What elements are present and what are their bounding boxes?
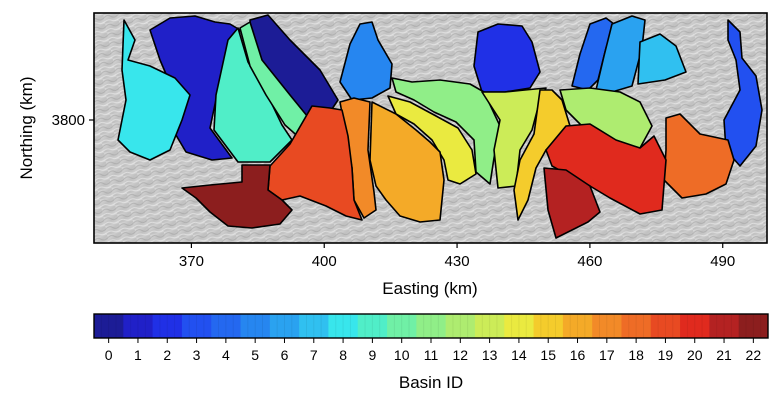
colorbar-label: Basin ID [399,373,463,392]
colorbar-tick-label: 3 [193,347,201,363]
colorbar-segment [299,314,329,338]
colorbar-tick-label: 22 [746,347,762,363]
colorbar-tick-label: 10 [394,347,410,363]
x-tick-label: 400 [312,253,337,270]
colorbar-ticks: 0 1 2 3 4 5 6 7 8 9 10 11 12 13 14 15 16 17 18 19 20 21 22 [105,338,762,363]
colorbar-tick-label: 6 [281,347,289,363]
colorbar-tick-label: 4 [222,347,230,363]
colorbar-segment [709,314,740,338]
colorbar-segment [445,314,476,338]
colorbar-segment [152,314,183,338]
colorbar-segment [562,314,593,338]
colorbar-tick-label: 11 [424,347,439,363]
basin-11[interactable] [391,77,501,185]
basin-5[interactable] [339,21,393,101]
colorbar-segment [328,314,359,338]
y-axis-label: Northing (km) [17,77,36,180]
colorbar-tick-label: 21 [716,347,732,363]
colorbar-tick-label: 17 [599,347,615,363]
x-tick-label: 490 [710,253,735,270]
colorbar-segment [650,314,681,338]
colorbar-segment [123,314,154,338]
map-frame [93,12,768,244]
colorbar-tick-label: 12 [453,347,469,363]
x-tick-label: 370 [179,253,204,270]
colorbar-tick-label: 9 [368,347,376,363]
colorbar-tick-label: 8 [339,347,347,363]
basin-20[interactable] [545,123,667,215]
colorbar-segment [240,314,271,338]
colorbar-segment [738,314,769,338]
basin-8[interactable] [117,19,191,161]
colorbar-tick-label: 13 [482,347,498,363]
basin-14[interactable] [387,95,477,185]
basin-2[interactable] [473,23,541,93]
basin-polygons [117,14,763,239]
y-axis-ticks: 3800 [52,112,94,129]
colorbar-tick-label: 16 [570,347,586,363]
colorbar-segment [416,314,447,338]
colorbar-segment [474,314,505,338]
colorbar-segment [269,314,300,338]
colorbar-tick-label: 0 [105,347,113,363]
colorbar-tick-label: 14 [511,347,527,363]
colorbar [94,314,769,338]
colorbar-tick-label: 2 [163,347,171,363]
colorbar-segment [621,314,652,338]
basin-15[interactable] [513,89,571,221]
colorbar-segment [94,314,124,338]
colorbar-segment [357,314,388,338]
basin-6[interactable] [595,15,646,93]
x-tick-label: 460 [577,253,602,270]
colorbar-segment [592,314,622,338]
colorbar-segment [387,314,417,338]
colorbar-tick-label: 7 [310,347,318,363]
colorbar-segment [533,314,564,338]
basin-13[interactable] [481,87,547,189]
basin-16[interactable] [369,101,445,223]
x-axis-ticks: 370 400 430 460 490 [179,243,735,270]
colorbar-tick-label: 19 [658,347,674,363]
colorbar-segment [211,314,242,338]
basin-21[interactable] [543,167,601,239]
colorbar-tick-label: 1 [134,347,142,363]
basin-3[interactable] [723,19,763,167]
basin-22[interactable] [181,164,293,229]
colorbar-tick-label: 15 [540,347,556,363]
colorbar-segment [181,314,212,338]
y-tick-label: 3800 [52,112,85,129]
x-axis-label: Easting (km) [382,279,477,298]
colorbar-segment [680,314,710,338]
x-tick-label: 430 [445,253,470,270]
colorbar-segment [504,314,535,338]
colorbar-tick-label: 5 [251,347,259,363]
basin-7[interactable] [637,33,687,85]
colorbar-tick-label: 18 [628,347,644,363]
colorbar-tick-label: 20 [687,347,703,363]
